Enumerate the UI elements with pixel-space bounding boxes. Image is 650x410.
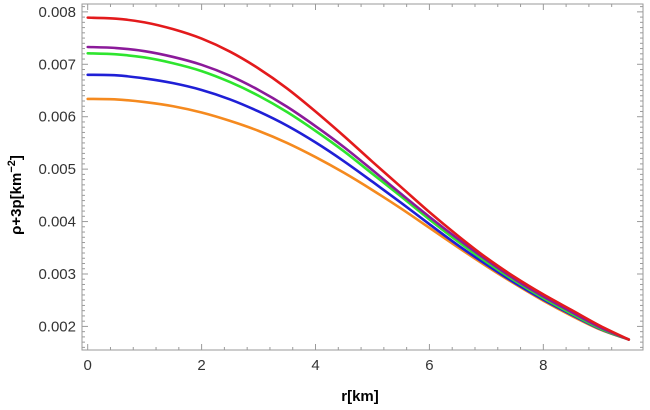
y-tick-label: 0.008 [38, 4, 76, 21]
series-layer [86, 16, 631, 341]
tick-layer: 0 2 4 6 8 0.002 0.003 0.004 0.005 0.006 0.007 0.008 [38, 4, 643, 374]
y-tick-label: 0.005 [38, 161, 76, 178]
y-axis-label-close: ] [8, 155, 25, 160]
x-tick-label: 4 [311, 357, 319, 374]
x-tick-label: 0 [84, 357, 92, 374]
series-line-1 [86, 16, 631, 341]
y-axis-label-superscript: −2 [6, 160, 18, 173]
y-axis-label-main: ρ+3p[km [8, 173, 25, 235]
plot-frame [81, 3, 644, 351]
y-tick-label: 0.004 [38, 214, 76, 231]
series-line-2 [86, 45, 631, 341]
y-axis-label: ρ+3p[km−2] [6, 155, 25, 235]
x-tick-label: 8 [539, 357, 547, 374]
plot-border [81, 3, 644, 351]
x-axis-label: r[km] [341, 388, 379, 405]
y-tick-label: 0.006 [38, 109, 76, 126]
y-tick-label: 0.003 [38, 266, 76, 283]
y-tick-label: 0.002 [38, 318, 76, 335]
y-tick-label: 0.007 [38, 56, 76, 73]
x-tick-label: 6 [425, 357, 433, 374]
series-line-4 [86, 73, 631, 341]
x-tick-label: 2 [197, 357, 205, 374]
series-line-3 [86, 51, 631, 341]
